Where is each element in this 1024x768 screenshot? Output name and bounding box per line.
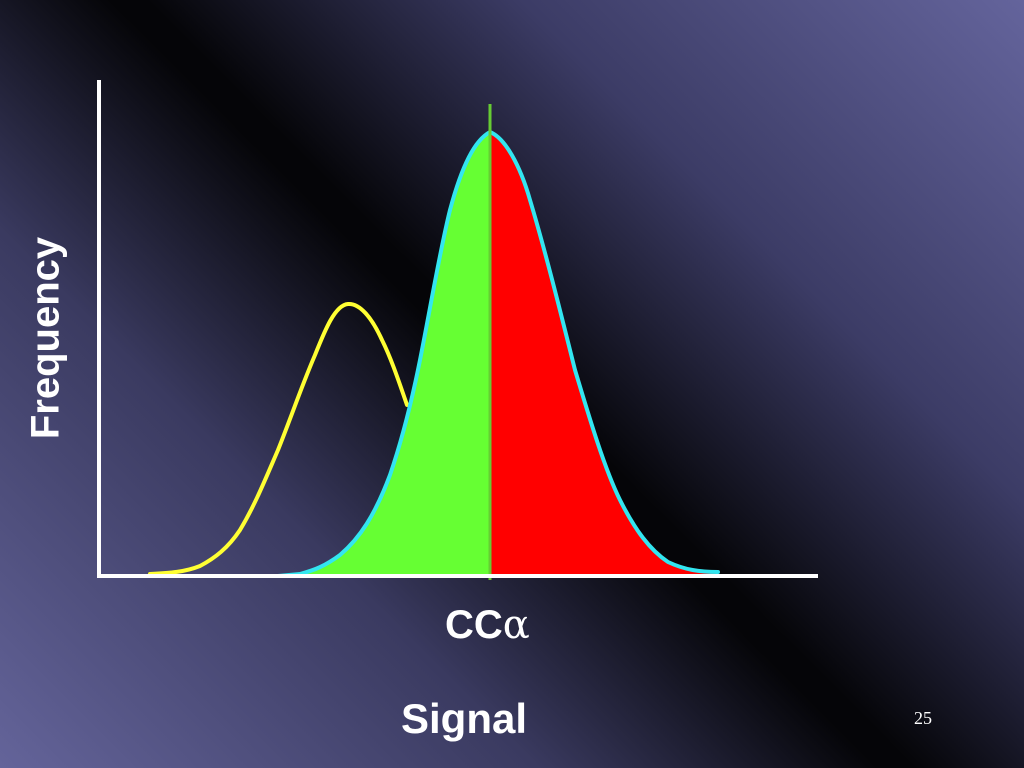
threshold-label-symbol: α: [502, 602, 530, 648]
page-number: 25: [914, 708, 932, 728]
y-axis-label: Frequency: [23, 236, 68, 440]
null-distribution-curve: [148, 302, 409, 576]
area-above-threshold: [490, 132, 718, 576]
x-axis-label: Signal: [401, 695, 528, 742]
area-below-threshold: [278, 132, 490, 576]
threshold-label: CCα: [445, 602, 530, 648]
threshold-label-prefix: CC: [445, 603, 503, 647]
